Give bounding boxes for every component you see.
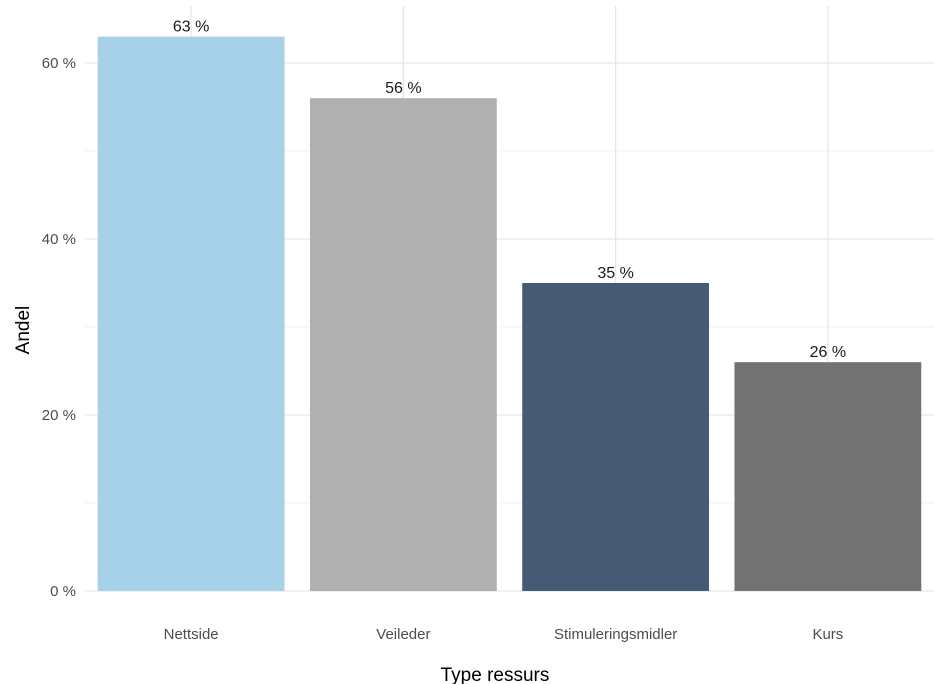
data-label: 56 % [385,80,421,97]
y-tick-label: 0 % [50,583,76,600]
data-label: 63 % [173,19,209,36]
x-axis-title: Type ressurs [441,665,550,684]
bar-kurs [734,362,922,591]
y-tick-label: 20 % [42,407,76,424]
bar-veileder [309,98,497,591]
bars [97,36,922,592]
data-labels: 63 % 56 % 35 % 26 % [173,19,846,362]
y-tick-label: 60 % [42,55,76,72]
bar-stimuleringsmidler [522,283,710,591]
y-axis-title: Andel [13,306,34,355]
bar-nettside [97,36,285,592]
y-axis-ticks: 0 % 20 % 40 % 60 % [42,55,76,600]
x-tick-label: Kurs [812,626,843,643]
x-tick-label: Nettside [164,626,219,643]
x-tick-label: Stimuleringsmidler [554,626,677,643]
x-tick-label: Veileder [376,626,430,643]
data-label: 35 % [597,265,633,282]
x-axis-ticks: Nettside Veileder Stimuleringsmidler Kurs [164,626,844,643]
y-tick-label: 40 % [42,231,76,248]
data-label: 26 % [810,344,846,361]
